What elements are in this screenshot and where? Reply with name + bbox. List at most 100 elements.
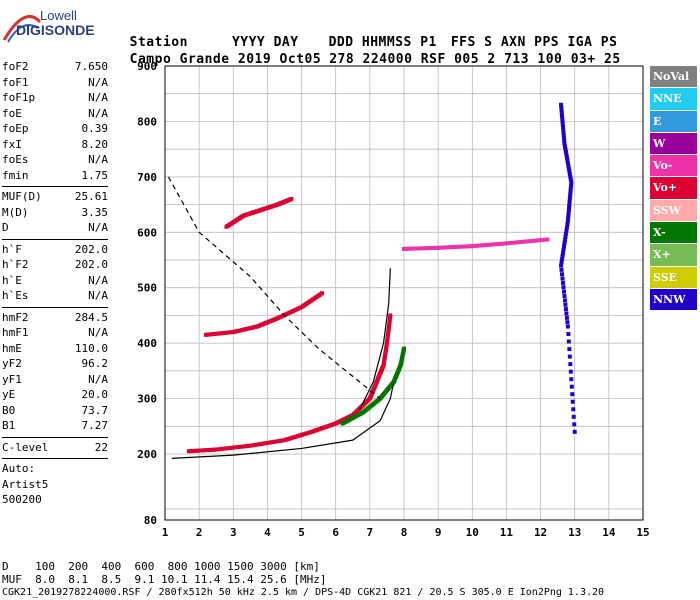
echo-point [404,246,409,251]
param-value: 22 [94,440,108,454]
muf-table-muf-values: 8.0 8.1 8.5 9.1 10.1 11.4 15.4 25.6 [MHz… [35,573,327,586]
echo-point [402,346,406,351]
echo-point [559,105,564,110]
echo-point [513,240,518,245]
echo-point [563,149,568,154]
echo-point [414,246,419,251]
param-autoscaling-info: Auto: Artist5 500200 [2,462,108,509]
echo-point [241,444,246,449]
param-row: foF1p N/A [2,91,108,107]
trace-nnw-line [559,102,577,434]
param-value: 96.2 [81,357,109,370]
model-curve-lower [171,381,395,459]
trace-w-trace-high [224,197,294,229]
echo-point [482,243,487,248]
divider [2,186,108,187]
header-label-station: Station [129,35,188,50]
param-value: 8.20 [81,137,109,151]
echo-point [527,239,532,244]
echo-point [563,302,568,307]
x-tick-label: 11 [500,526,514,539]
param-row: MUF(D) 25.61 [2,190,108,206]
echo-point [492,242,497,247]
echo-point [270,440,275,445]
echo-point [559,102,564,107]
echo-point [277,438,282,443]
echo-point [567,202,572,207]
echo-point [566,332,571,337]
param-name: fxI [2,137,22,151]
echo-point [516,240,521,245]
echo-point [423,246,428,251]
echo-point [467,244,472,249]
echo-point [561,133,566,138]
echo-point [470,244,475,249]
autoscaling-line: 500200 [2,493,42,506]
echo-point [533,238,538,243]
echo-point [260,441,265,446]
echo-point [455,244,460,249]
muf-table-row-distance: D 100 200 400 600 800 1000 1500 3000 [km… [2,560,320,573]
param-row: D N/A [2,221,108,237]
echo-point [566,339,571,344]
echo-point [428,246,433,251]
plot-grid [165,66,643,520]
param-name: hmF1 [2,326,29,339]
echo-point [216,447,221,452]
legend-item-vo: Vo- [650,155,697,178]
echo-point [559,111,564,116]
echo-point [243,444,248,449]
param-row: M(D) 3.35 [2,206,108,222]
echo-point [567,205,572,210]
param-value: N/A [88,289,108,302]
param-group-confidence: C-level 22 [2,441,108,457]
echo-point [569,384,574,389]
echo-point [566,210,571,215]
echo-point [572,429,577,434]
header-label-s: S [484,35,493,50]
param-value: N/A [88,91,108,104]
echo-point [236,445,241,450]
header-values: Campo Grande 2019 Oct05 278 224000 RSF 00… [113,37,621,67]
y-tick-label: 500 [137,282,157,295]
legend-item-nnw: NNW [650,288,697,312]
legend-item-w: W [650,132,697,156]
param-name: MUF(D) [2,190,42,203]
header-labels: Station YYYY DAY DDD HHMMSS P1 FFS S AXN PP… [113,20,617,50]
param-value: 110.0 [74,341,108,355]
header-value-p1: RSF [420,52,446,67]
x-tick-label: 14 [602,526,616,539]
echo-point [560,257,565,262]
header-label-iga: IGA [567,35,593,50]
echo-point [563,235,568,240]
param-value: 0.39 [81,122,109,135]
echo-point [280,438,285,443]
echo-point [568,362,573,367]
echo-point [402,246,406,251]
logo-swoosh-icon [2,15,42,43]
x-tick-label: 15 [636,526,649,539]
legend-item-ssw: SSW [650,199,697,223]
muf-table-muf-label: MUF [2,573,22,586]
param-name: h`F2 [2,258,29,271]
param-value: N/A [88,372,108,386]
x-tick-label: 10 [466,526,479,539]
param-value: 73.7 [81,403,109,417]
echo-point [561,250,566,255]
param-value: 1.75 [81,168,109,182]
x-tick-label: 6 [332,526,339,539]
header-label-ps: PS [600,35,618,50]
echo-point [561,127,566,132]
param-row: hmF2 284.5 [2,311,108,327]
param-value: 7.650 [74,60,108,73]
file-info-footer: CGK21_2019278224000.RSF / 280fx512h 50 k… [2,587,605,598]
divider [2,238,108,240]
echo-point [487,242,492,247]
autoscaling-line: Auto: [2,462,36,475]
echo-point [460,244,465,249]
echo-point [245,443,250,448]
trace-flat-585 [402,237,550,251]
echo-point [445,245,450,250]
param-name: foEs [2,153,29,166]
